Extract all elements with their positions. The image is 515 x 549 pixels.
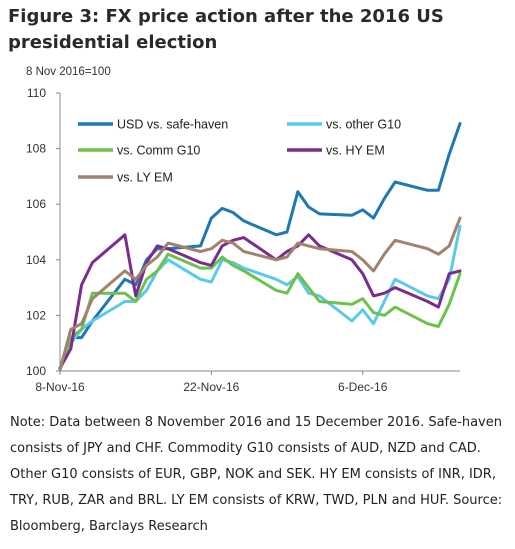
y-tick-label: 104: [26, 253, 46, 267]
series-line-4: [58, 233, 462, 370]
series-line-3: [58, 252, 462, 372]
y-tick-label: 100: [26, 364, 46, 378]
y-tick-label: 110: [27, 86, 46, 100]
series-line-5: [58, 216, 462, 372]
y-tick-label: 106: [26, 197, 46, 211]
legend-label: vs. other G10: [326, 118, 401, 132]
x-tick-label: 22-Nov-16: [183, 380, 239, 394]
figure-title: Figure 3: FX price action after the 2016…: [8, 6, 444, 53]
fx-line-chart: 8 Nov 2016=100 100 102 104 106 108 110 8-Nov-1…: [26, 66, 462, 394]
legend-label: vs. HY EM: [326, 144, 385, 158]
chart-axes: 100 102 104 106 108 110 8-Nov-16 22-Nov-16 6-Dec…: [26, 86, 460, 394]
chart-legend: USD vs. safe-haven vs. other G10 vs. Comm …: [78, 118, 401, 185]
y-tick-label: 102: [26, 308, 46, 322]
series-lines: [58, 122, 462, 372]
x-tick-label: 6-Dec-16: [338, 380, 388, 394]
legend-label: USD vs. safe-haven: [117, 118, 228, 132]
x-tick-label: 8-Nov-16: [35, 380, 85, 394]
legend-label: vs. LY EM: [117, 171, 173, 185]
y-axis-title: 8 Nov 2016=100: [26, 66, 111, 78]
series-line-1: [58, 122, 462, 370]
y-tick-label: 108: [26, 142, 46, 156]
legend-label: vs. Comm G10: [117, 144, 200, 158]
figure-note: Note: Data between 8 November 2016 and 1…: [10, 415, 503, 534]
